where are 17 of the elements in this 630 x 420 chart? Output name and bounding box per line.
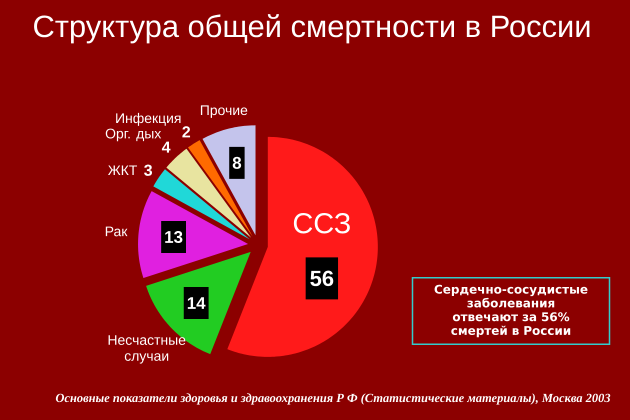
slice-label: ССЗ: [294, 213, 350, 234]
slice-label: ЖКТ: [108, 165, 138, 176]
slice-label: Прочие: [200, 105, 248, 118]
data-label: 2: [182, 126, 190, 138]
slice-label: Рак: [106, 226, 128, 236]
text: Основные показатели здоровья и здравоохранения Р Ф (Статистические материалы), Москва 2003: [56, 393, 610, 405]
data-label: 13: [165, 231, 182, 244]
data-label: 56: [310, 270, 334, 286]
chart-title: Структура общей смертности в России: [34, 14, 590, 44]
slice-label: Инфекция: [116, 112, 180, 126]
data-label: 3: [144, 164, 152, 176]
data-label: 14: [188, 297, 206, 309]
data-label: 8: [232, 156, 242, 169]
slice-label: Орг. дых: [106, 128, 162, 142]
data-label: 4: [162, 142, 170, 153]
slice-label: Несчастные случаи: [108, 335, 186, 364]
text: Сердечно-сосудистые заболевания отвечают за 56% смертей в России: [434, 284, 588, 338]
